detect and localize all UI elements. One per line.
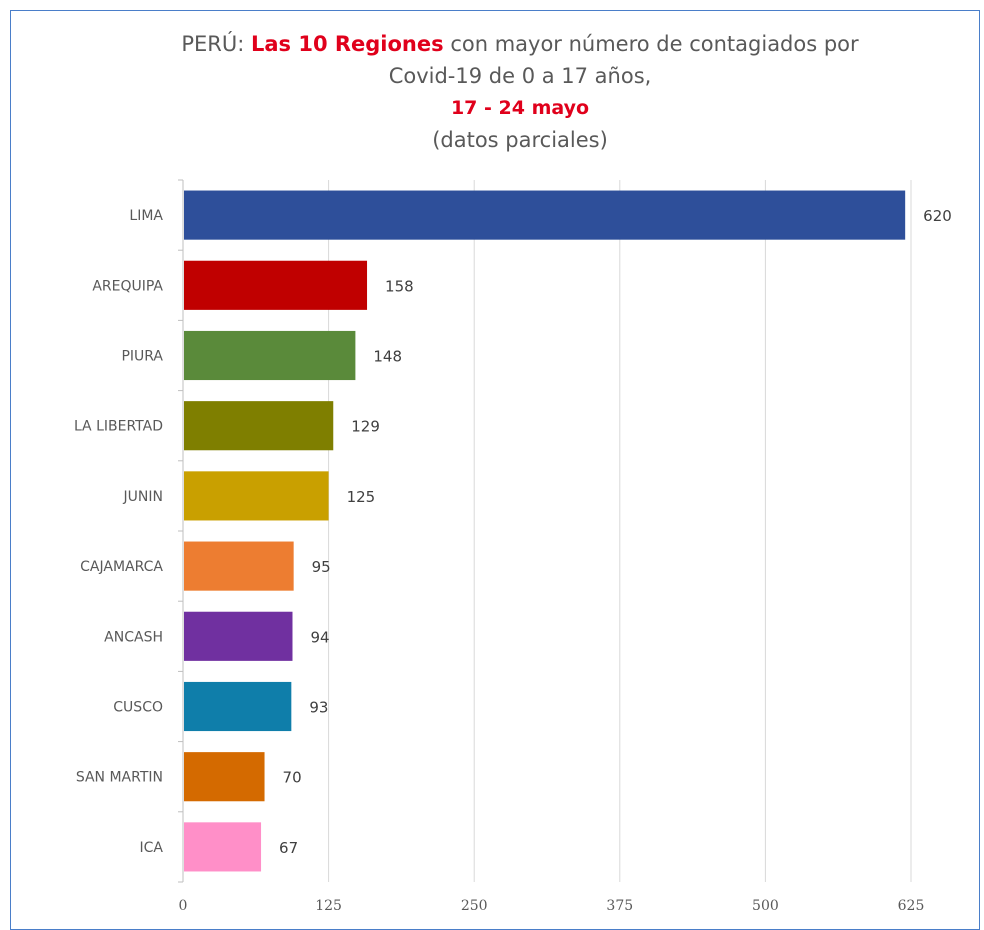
x-tick-label: 500 — [752, 898, 779, 914]
bar-arequipa — [184, 260, 368, 310]
title-note: (datos parciales) — [432, 128, 608, 152]
x-tick-label: 375 — [606, 898, 633, 914]
category-label: LIMA — [129, 208, 163, 224]
bar-la-libertad — [184, 401, 334, 451]
title-line-1: PERÚ: Las 10 Regiones con mayor número d… — [120, 28, 920, 60]
title-prefix: PERÚ: — [181, 32, 251, 56]
x-tick-label: 125 — [315, 898, 342, 914]
value-label: 148 — [373, 348, 402, 366]
category-label: LA LIBERTAD — [74, 419, 163, 435]
value-label: 95 — [312, 558, 331, 576]
title-date: 17 - 24 mayo — [450, 97, 590, 119]
category-label: CAJAMARCA — [80, 559, 163, 575]
title-rest: con mayor número de contagiados por — [443, 32, 859, 56]
bar-ancash — [184, 611, 293, 661]
bar-lima — [184, 190, 906, 240]
title-highlight: Las 10 Regiones — [250, 32, 444, 56]
value-label: 158 — [385, 277, 414, 295]
value-label: 620 — [923, 207, 952, 225]
bar-cusco — [184, 681, 292, 732]
bar-junin — [184, 471, 329, 521]
value-label: 93 — [309, 699, 328, 717]
bar-cajamarca — [184, 541, 294, 591]
value-label: 70 — [283, 769, 302, 787]
bar-piura — [184, 330, 356, 381]
category-label: SAN MARTIN — [76, 770, 163, 786]
x-tick-label: 250 — [461, 898, 488, 914]
category-label: AREQUIPA — [92, 278, 163, 294]
bar-san-martin — [184, 752, 265, 802]
x-tick-label: 0 — [179, 898, 188, 914]
x-tick-label: 625 — [898, 898, 925, 914]
category-label: ANCASH — [104, 629, 163, 645]
title-line-2: Covid-19 de 0 a 17 años, — [388, 64, 652, 88]
chart-title: PERÚ: Las 10 Regiones con mayor número d… — [120, 28, 920, 156]
category-label: CUSCO — [113, 700, 163, 716]
value-label: 129 — [351, 418, 380, 436]
bar-ica — [184, 822, 262, 872]
value-label: 125 — [347, 488, 376, 506]
value-label: 67 — [279, 839, 298, 857]
category-label: JUNIN — [123, 489, 163, 505]
category-label: ICA — [140, 840, 164, 856]
category-label: PIURA — [121, 349, 163, 365]
value-label: 94 — [310, 628, 329, 646]
